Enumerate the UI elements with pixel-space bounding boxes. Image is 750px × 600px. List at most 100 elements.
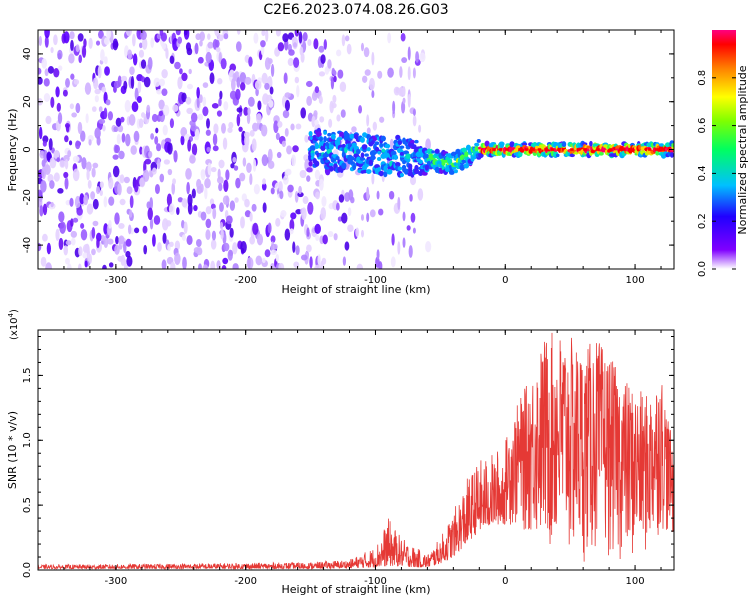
spectrogram-noise	[55, 228, 60, 241]
spectrogram-noise	[114, 212, 120, 225]
spectrogram-noise	[270, 249, 277, 256]
spectrogram-ridge	[661, 148, 665, 151]
spectrogram-noise	[191, 143, 198, 156]
spectrogram-signal	[431, 150, 435, 154]
spectrogram-signal	[308, 160, 313, 167]
spectrogram-noise	[181, 92, 187, 103]
spectrogram-noise	[314, 264, 321, 269]
snr-panel: -300 -200 -100 0 100 0.0 0.5 1.0 1.5 Height of s…	[6, 309, 675, 596]
spectrogram-signal	[474, 142, 480, 147]
spectrogram-noise	[126, 186, 133, 195]
spectrogram-noise	[235, 88, 241, 101]
spectrogram-noise	[84, 82, 92, 95]
spectrogram-signal	[319, 136, 323, 142]
spectrogram-noise	[181, 234, 186, 241]
spectrogram-noise	[56, 157, 61, 163]
spectrogram-xtick-label: -300	[105, 275, 128, 286]
spectrogram-noise	[234, 197, 239, 203]
spectrogram-noise	[252, 122, 259, 132]
spectrogram-noise	[50, 201, 54, 208]
spectrogram-noise	[273, 120, 279, 134]
spectrogram-noise	[98, 106, 103, 113]
spectrogram-noise	[409, 175, 417, 186]
spectrogram-ridge	[544, 148, 548, 151]
spectrogram-noise	[148, 150, 153, 159]
spectrogram-noise	[218, 183, 223, 192]
spectrogram-noise	[314, 169, 321, 180]
spectrogram-signal	[384, 143, 391, 149]
colorbar-tick-label: 0.4	[697, 165, 708, 181]
snr-ytick-label: 0.5	[22, 497, 33, 513]
spectrogram-noise	[154, 183, 160, 195]
spectrogram-noise	[231, 78, 236, 91]
spectrogram-noise	[139, 146, 143, 155]
spectrogram-noise	[339, 81, 347, 93]
spectrogram-noise	[240, 216, 245, 229]
spectrogram-noise	[167, 168, 173, 176]
spectrogram-noise	[257, 100, 262, 111]
spectrogram-noise	[212, 133, 218, 146]
spectrogram-noise	[144, 158, 152, 165]
spectrogram-noise	[364, 69, 371, 76]
spectrogram-noise	[115, 235, 119, 245]
spectrogram-noise	[341, 212, 348, 224]
spectrogram-noise	[232, 242, 238, 255]
spectrogram-noise	[214, 30, 220, 37]
spectrogram-noise	[407, 46, 411, 61]
snr-xlabel: Height of straight line (km)	[281, 583, 430, 596]
spectrogram-signal	[434, 148, 440, 154]
spectrogram-signal	[463, 163, 470, 169]
spectrogram-noise	[202, 96, 207, 107]
spectrogram-signal	[357, 160, 364, 164]
spectrogram-noise	[139, 42, 143, 49]
spectrogram-noise	[161, 259, 167, 269]
spectrogram-noise	[315, 234, 320, 241]
spectrogram-noise	[376, 249, 380, 260]
spectrogram-noise	[344, 35, 350, 42]
spectrogram-noise	[84, 260, 88, 268]
spectrogram-signal	[309, 145, 316, 152]
spectrogram-signal	[394, 162, 401, 167]
colorbar-tick-label: 0.2	[697, 213, 708, 229]
spectrogram-noise	[108, 219, 112, 229]
spectrogram-noise	[412, 67, 416, 79]
spectrogram-noise	[132, 53, 138, 66]
spectrogram-noise	[342, 256, 347, 266]
spectrogram-ridge	[524, 148, 529, 151]
spectrogram-noise	[96, 237, 100, 249]
spectrogram-noise	[136, 96, 142, 104]
spectrogram-noise	[267, 222, 272, 234]
spectrogram-ridge	[557, 148, 561, 151]
spectrogram-noise	[264, 82, 270, 90]
spectrogram-noise	[108, 176, 114, 190]
spectrogram-noise	[408, 245, 413, 258]
spectrogram-signal	[316, 131, 322, 138]
spectrogram-noise	[186, 83, 194, 90]
spectrogram-noise	[206, 118, 210, 129]
spectrogram-noise	[138, 49, 145, 58]
spectrogram-noise	[86, 203, 94, 215]
spectrogram-noise	[254, 80, 262, 90]
spectrogram-noise	[48, 138, 53, 151]
spectrogram-signal	[418, 159, 423, 164]
spectrogram-noise	[205, 218, 212, 229]
spectrogram-noise	[121, 132, 126, 143]
spectrogram-noise	[181, 198, 188, 208]
snr-ticks: -300 -200 -100 0 100 0.0 0.5 1.0 1.5	[22, 330, 674, 587]
spectrogram-noise	[73, 79, 80, 85]
spectrogram-noise	[205, 229, 211, 241]
spectrogram-ridge	[628, 148, 633, 151]
spectrogram-noise	[63, 171, 69, 179]
spectrogram-noise	[360, 229, 364, 238]
spectrogram-signal	[655, 150, 660, 156]
spectrogram-noise	[194, 128, 200, 141]
spectrogram-noise	[138, 118, 144, 129]
spectrogram-noise	[57, 112, 63, 125]
spectrogram-noise	[91, 167, 96, 178]
spectrogram-noise	[240, 82, 246, 91]
spectrogram-noise	[168, 203, 175, 215]
spectrogram-noise	[44, 68, 49, 77]
spectrogram-noise	[261, 72, 268, 85]
snr-xtick-label: -300	[105, 576, 128, 587]
